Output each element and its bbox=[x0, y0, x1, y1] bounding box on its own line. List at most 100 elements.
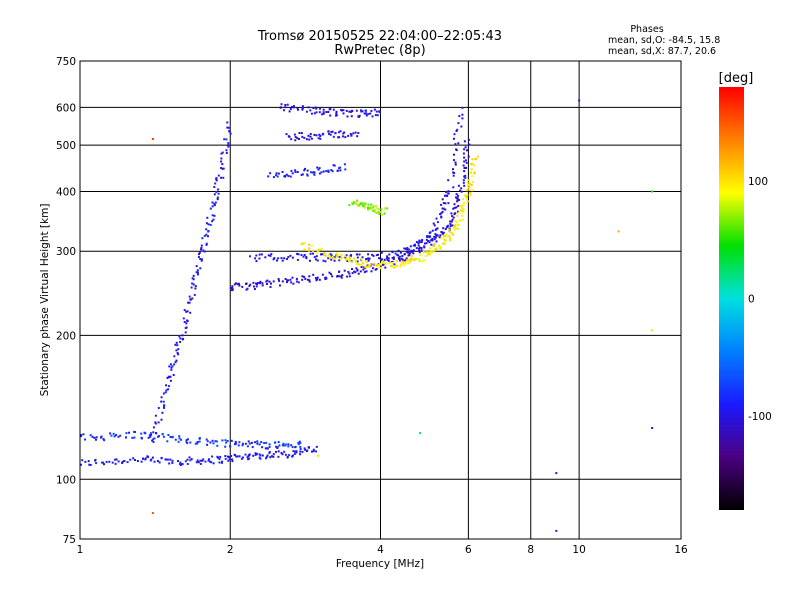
data-point bbox=[344, 258, 347, 261]
data-point bbox=[189, 298, 192, 301]
data-point bbox=[402, 262, 405, 265]
data-point bbox=[195, 461, 198, 464]
data-point bbox=[156, 460, 159, 462]
data-point bbox=[330, 273, 332, 276]
data-point bbox=[343, 163, 346, 166]
data-point bbox=[415, 258, 417, 260]
data-point bbox=[463, 184, 466, 187]
data-point bbox=[222, 167, 225, 170]
data-point bbox=[375, 254, 378, 257]
data-point bbox=[312, 171, 315, 174]
data-point bbox=[304, 167, 306, 170]
data-point bbox=[225, 441, 228, 444]
data-point bbox=[364, 206, 367, 209]
data-point bbox=[283, 109, 285, 112]
data-point bbox=[185, 326, 188, 329]
data-point bbox=[217, 192, 220, 195]
data-point bbox=[186, 319, 188, 322]
data-point bbox=[140, 436, 143, 439]
data-point bbox=[95, 462, 98, 465]
data-point bbox=[435, 249, 438, 251]
data-point bbox=[433, 224, 436, 227]
data-point bbox=[228, 456, 230, 458]
data-point bbox=[82, 433, 85, 436]
data-point bbox=[163, 406, 165, 409]
y-tick-label: 400 bbox=[56, 186, 76, 198]
data-point bbox=[471, 189, 474, 192]
data-point bbox=[278, 444, 281, 447]
data-point bbox=[371, 115, 374, 118]
data-point bbox=[377, 208, 380, 211]
data-point bbox=[205, 243, 208, 246]
data-point bbox=[160, 456, 163, 459]
data-point bbox=[182, 337, 185, 340]
data-point bbox=[291, 106, 293, 108]
data-point bbox=[339, 258, 342, 261]
data-point bbox=[272, 280, 275, 283]
data-point bbox=[473, 171, 476, 174]
data-point bbox=[470, 175, 473, 178]
data-point bbox=[391, 250, 394, 253]
data-point bbox=[464, 194, 467, 197]
data-point bbox=[266, 279, 269, 282]
data-point bbox=[162, 400, 165, 403]
data-point bbox=[258, 253, 261, 256]
data-point bbox=[291, 256, 294, 259]
data-point bbox=[357, 263, 360, 266]
data-point bbox=[386, 255, 389, 258]
data-point bbox=[357, 272, 360, 275]
data-point bbox=[418, 247, 420, 250]
data-point bbox=[195, 271, 198, 274]
data-point bbox=[466, 193, 469, 196]
data-point bbox=[235, 455, 238, 458]
data-point bbox=[89, 434, 92, 437]
data-point bbox=[300, 132, 303, 135]
data-point bbox=[375, 206, 378, 209]
data-point bbox=[617, 230, 620, 233]
data-point bbox=[431, 229, 434, 232]
data-point bbox=[291, 276, 294, 279]
data-point bbox=[169, 363, 172, 366]
data-point bbox=[132, 457, 135, 460]
data-point bbox=[346, 258, 349, 261]
data-point bbox=[264, 447, 267, 450]
data-point bbox=[448, 235, 451, 238]
data-point bbox=[235, 282, 238, 285]
data-point bbox=[227, 144, 230, 147]
data-point bbox=[442, 227, 445, 230]
data-point bbox=[197, 256, 200, 258]
data-point bbox=[354, 259, 357, 262]
data-point bbox=[350, 254, 353, 257]
data-point bbox=[101, 461, 104, 464]
data-point bbox=[265, 280, 268, 283]
data-point bbox=[191, 282, 194, 285]
data-point bbox=[651, 329, 654, 332]
data-point bbox=[327, 254, 330, 257]
data-point bbox=[449, 237, 451, 240]
data-point bbox=[331, 170, 334, 173]
data-point bbox=[433, 249, 436, 252]
data-point bbox=[377, 253, 380, 256]
data-point bbox=[452, 233, 455, 236]
data-point bbox=[370, 270, 373, 273]
data-point bbox=[395, 260, 398, 263]
data-point bbox=[275, 445, 278, 448]
data-point bbox=[208, 458, 210, 461]
data-point bbox=[299, 445, 302, 448]
data-point bbox=[256, 452, 258, 455]
data-point bbox=[338, 275, 341, 278]
data-point bbox=[363, 112, 366, 115]
data-point bbox=[430, 239, 433, 242]
data-point bbox=[315, 255, 318, 258]
y-tick-label: 100 bbox=[56, 474, 76, 486]
data-point bbox=[327, 169, 330, 172]
data-point bbox=[317, 137, 320, 140]
data-point bbox=[292, 450, 295, 453]
data-point bbox=[450, 212, 453, 215]
data-point bbox=[280, 452, 283, 454]
x-tick-label: 10 bbox=[572, 544, 585, 556]
data-point bbox=[270, 455, 273, 458]
data-point bbox=[142, 457, 144, 460]
data-point bbox=[188, 301, 191, 304]
data-point bbox=[199, 258, 202, 260]
